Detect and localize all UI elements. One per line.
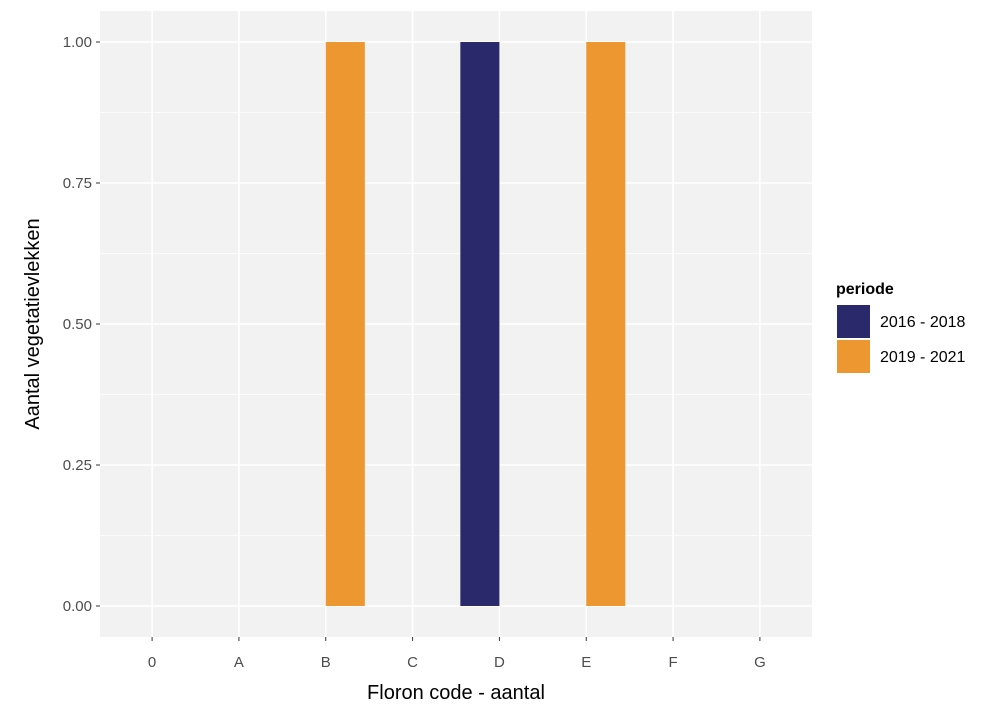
y-tick-label: 0.00 <box>63 598 92 615</box>
y-tick-label: 0.25 <box>63 457 92 474</box>
x-tick-label: F <box>668 654 677 671</box>
legend-key <box>837 305 870 338</box>
x-axis: 0 A B C D E F G <box>148 637 766 671</box>
x-tick-label: D <box>494 654 505 671</box>
legend-label: 2019 - 2021 <box>880 349 966 366</box>
x-tick-label: C <box>407 654 418 671</box>
x-axis-title: Floron code - aantal <box>367 682 545 704</box>
x-tick-label: E <box>581 654 591 671</box>
minor-gridlines <box>100 112 812 536</box>
legend-title: periode <box>836 281 894 298</box>
y-tick-label: 0.75 <box>63 175 92 192</box>
x-tick-label: 0 <box>148 654 156 671</box>
x-tick-label: A <box>234 654 244 671</box>
x-tick-label: B <box>321 654 331 671</box>
y-axis: 0.00 0.25 0.50 0.75 1.00 <box>63 34 100 615</box>
y-axis-title: Aantal vegetatievlekken <box>22 218 44 429</box>
bar-2016-2018-D <box>460 42 500 606</box>
bar-2019-2021-B <box>325 42 365 606</box>
x-tick-label: G <box>754 654 766 671</box>
legend-label: 2016 - 2018 <box>880 314 966 331</box>
y-tick-label: 0.50 <box>63 316 92 333</box>
legend: periode 2016 - 2018 2019 - 2021 <box>836 281 966 373</box>
y-tick-label: 1.00 <box>63 34 92 51</box>
legend-key <box>837 340 870 373</box>
bars <box>325 42 626 606</box>
bar-2019-2021-E <box>586 42 626 606</box>
